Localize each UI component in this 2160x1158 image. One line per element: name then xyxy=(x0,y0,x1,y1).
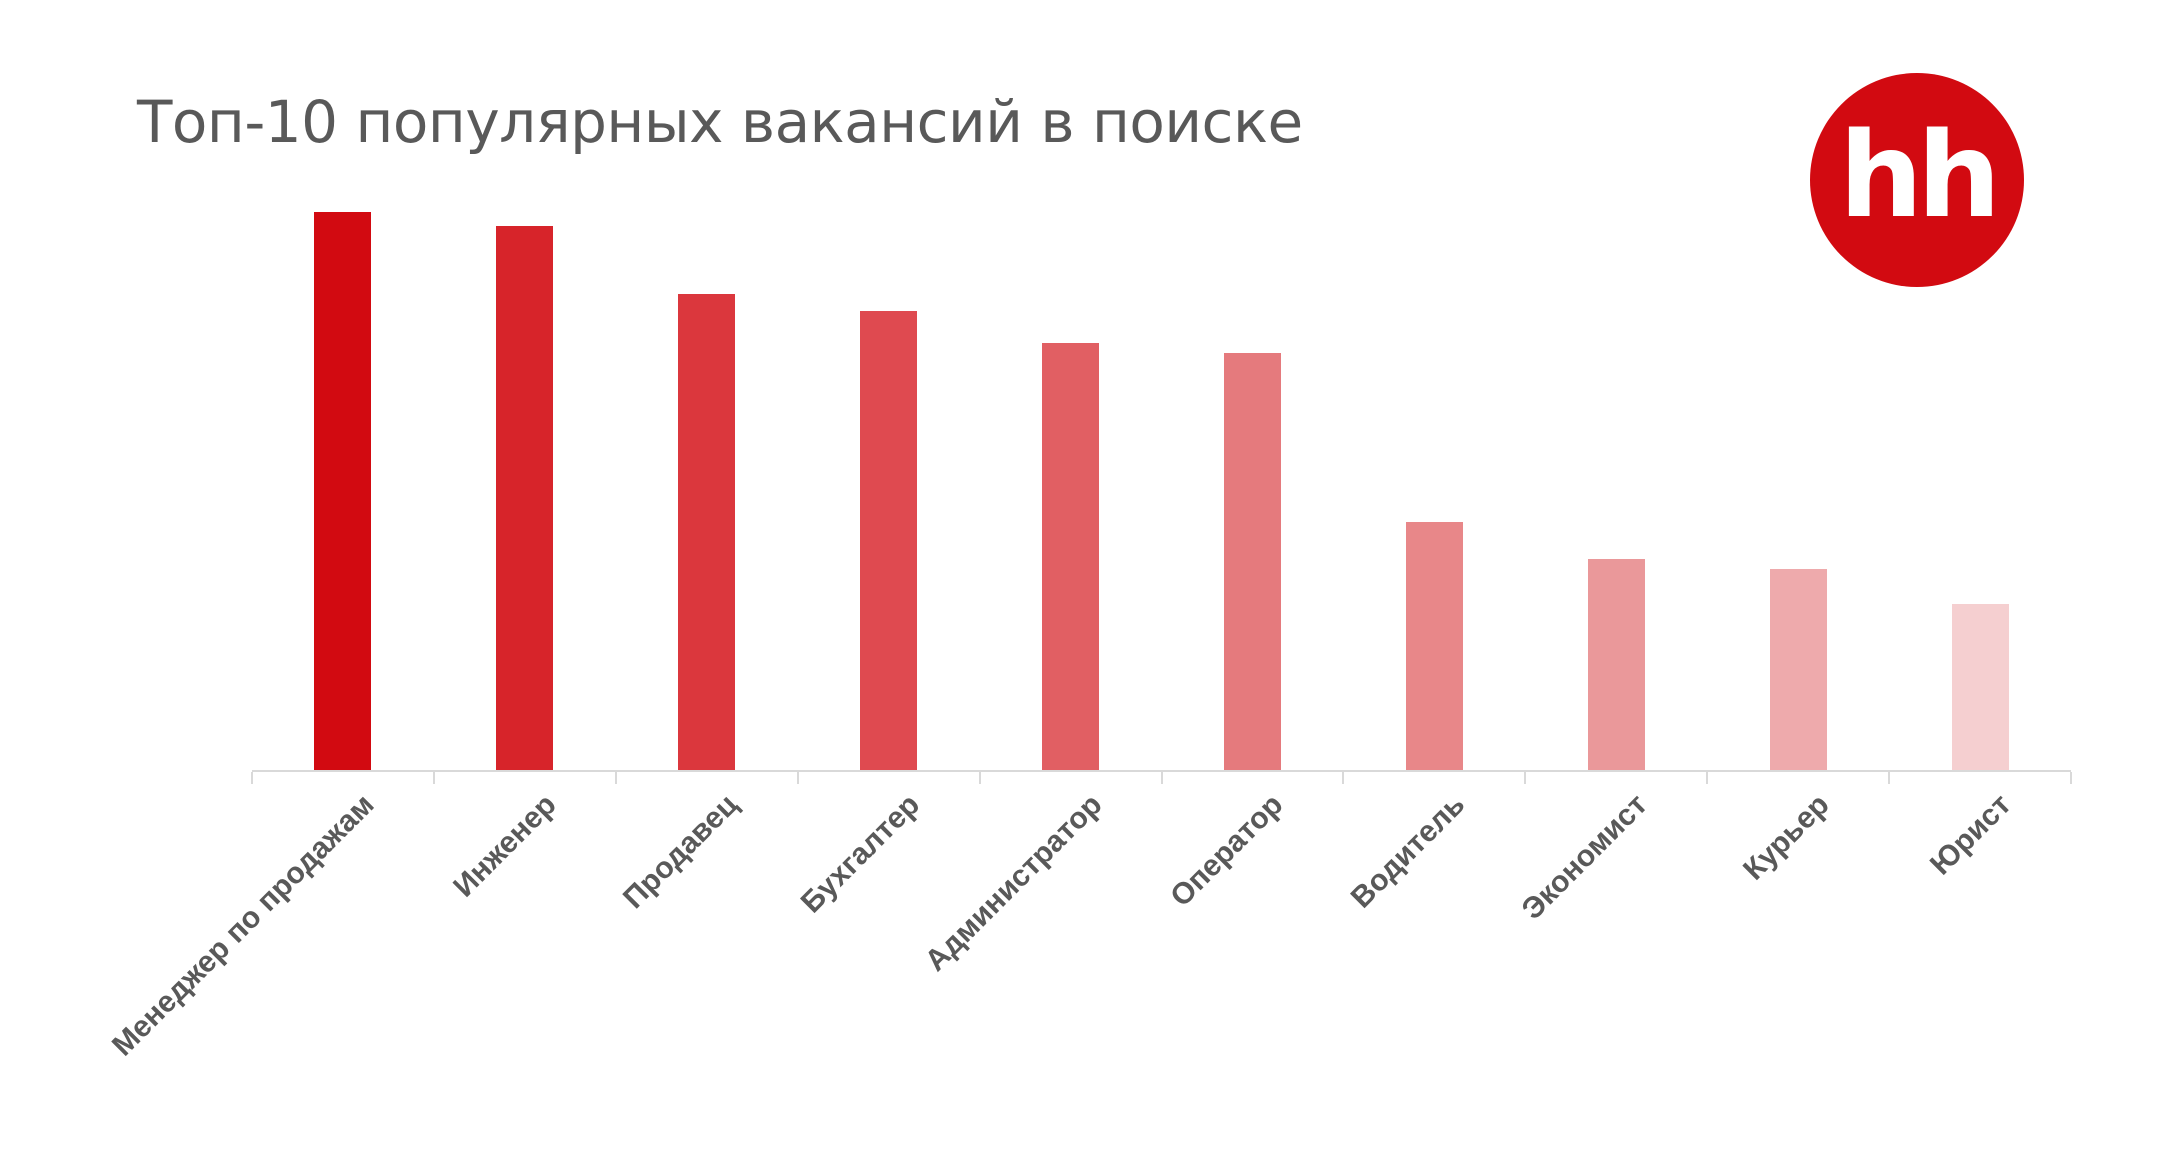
x-axis-tick xyxy=(796,772,799,784)
bar xyxy=(496,225,554,770)
bar xyxy=(1769,569,1827,770)
bar xyxy=(1223,352,1281,770)
x-axis-label: Водитель xyxy=(1345,788,1472,915)
x-axis-label: Экономист xyxy=(1515,788,1654,927)
x-axis-label: Бухгалтер xyxy=(794,788,926,920)
hh-logo-text: hh xyxy=(1838,106,2001,244)
x-axis-label: Курьер xyxy=(1737,788,1836,887)
bar-chart-plot-area xyxy=(251,150,2072,784)
hh-logo: hh xyxy=(1810,73,2024,287)
bar xyxy=(1042,343,1100,770)
bar xyxy=(1951,603,2009,770)
x-axis-label: Администратор xyxy=(918,788,1109,978)
x-axis-tick xyxy=(978,772,981,784)
x-axis-label: Инженер xyxy=(447,788,563,904)
x-axis-label: Продавец xyxy=(616,788,744,916)
bar xyxy=(1405,521,1463,770)
chart-title: Топ-10 популярных вакансий в поиске xyxy=(137,88,1303,156)
bar xyxy=(314,212,372,770)
x-axis-tick xyxy=(2070,772,2072,784)
bar xyxy=(860,310,918,770)
bar xyxy=(1587,559,1645,770)
x-axis-tick xyxy=(1888,772,1891,784)
x-axis-tick xyxy=(1160,772,1163,784)
x-axis-tick xyxy=(432,772,435,784)
x-axis-label: Оператор xyxy=(1164,788,1290,914)
x-axis-tick xyxy=(1706,772,1709,784)
x-axis-tick xyxy=(614,772,617,784)
x-axis-tick xyxy=(251,772,253,784)
x-axis-label: Менеджер по продажам xyxy=(105,788,381,1063)
x-axis-line xyxy=(252,770,2071,772)
bar xyxy=(678,294,736,770)
x-axis-tick xyxy=(1342,772,1345,784)
x-axis-tick xyxy=(1524,772,1527,784)
x-axis-label: Юрист xyxy=(1924,788,2018,882)
